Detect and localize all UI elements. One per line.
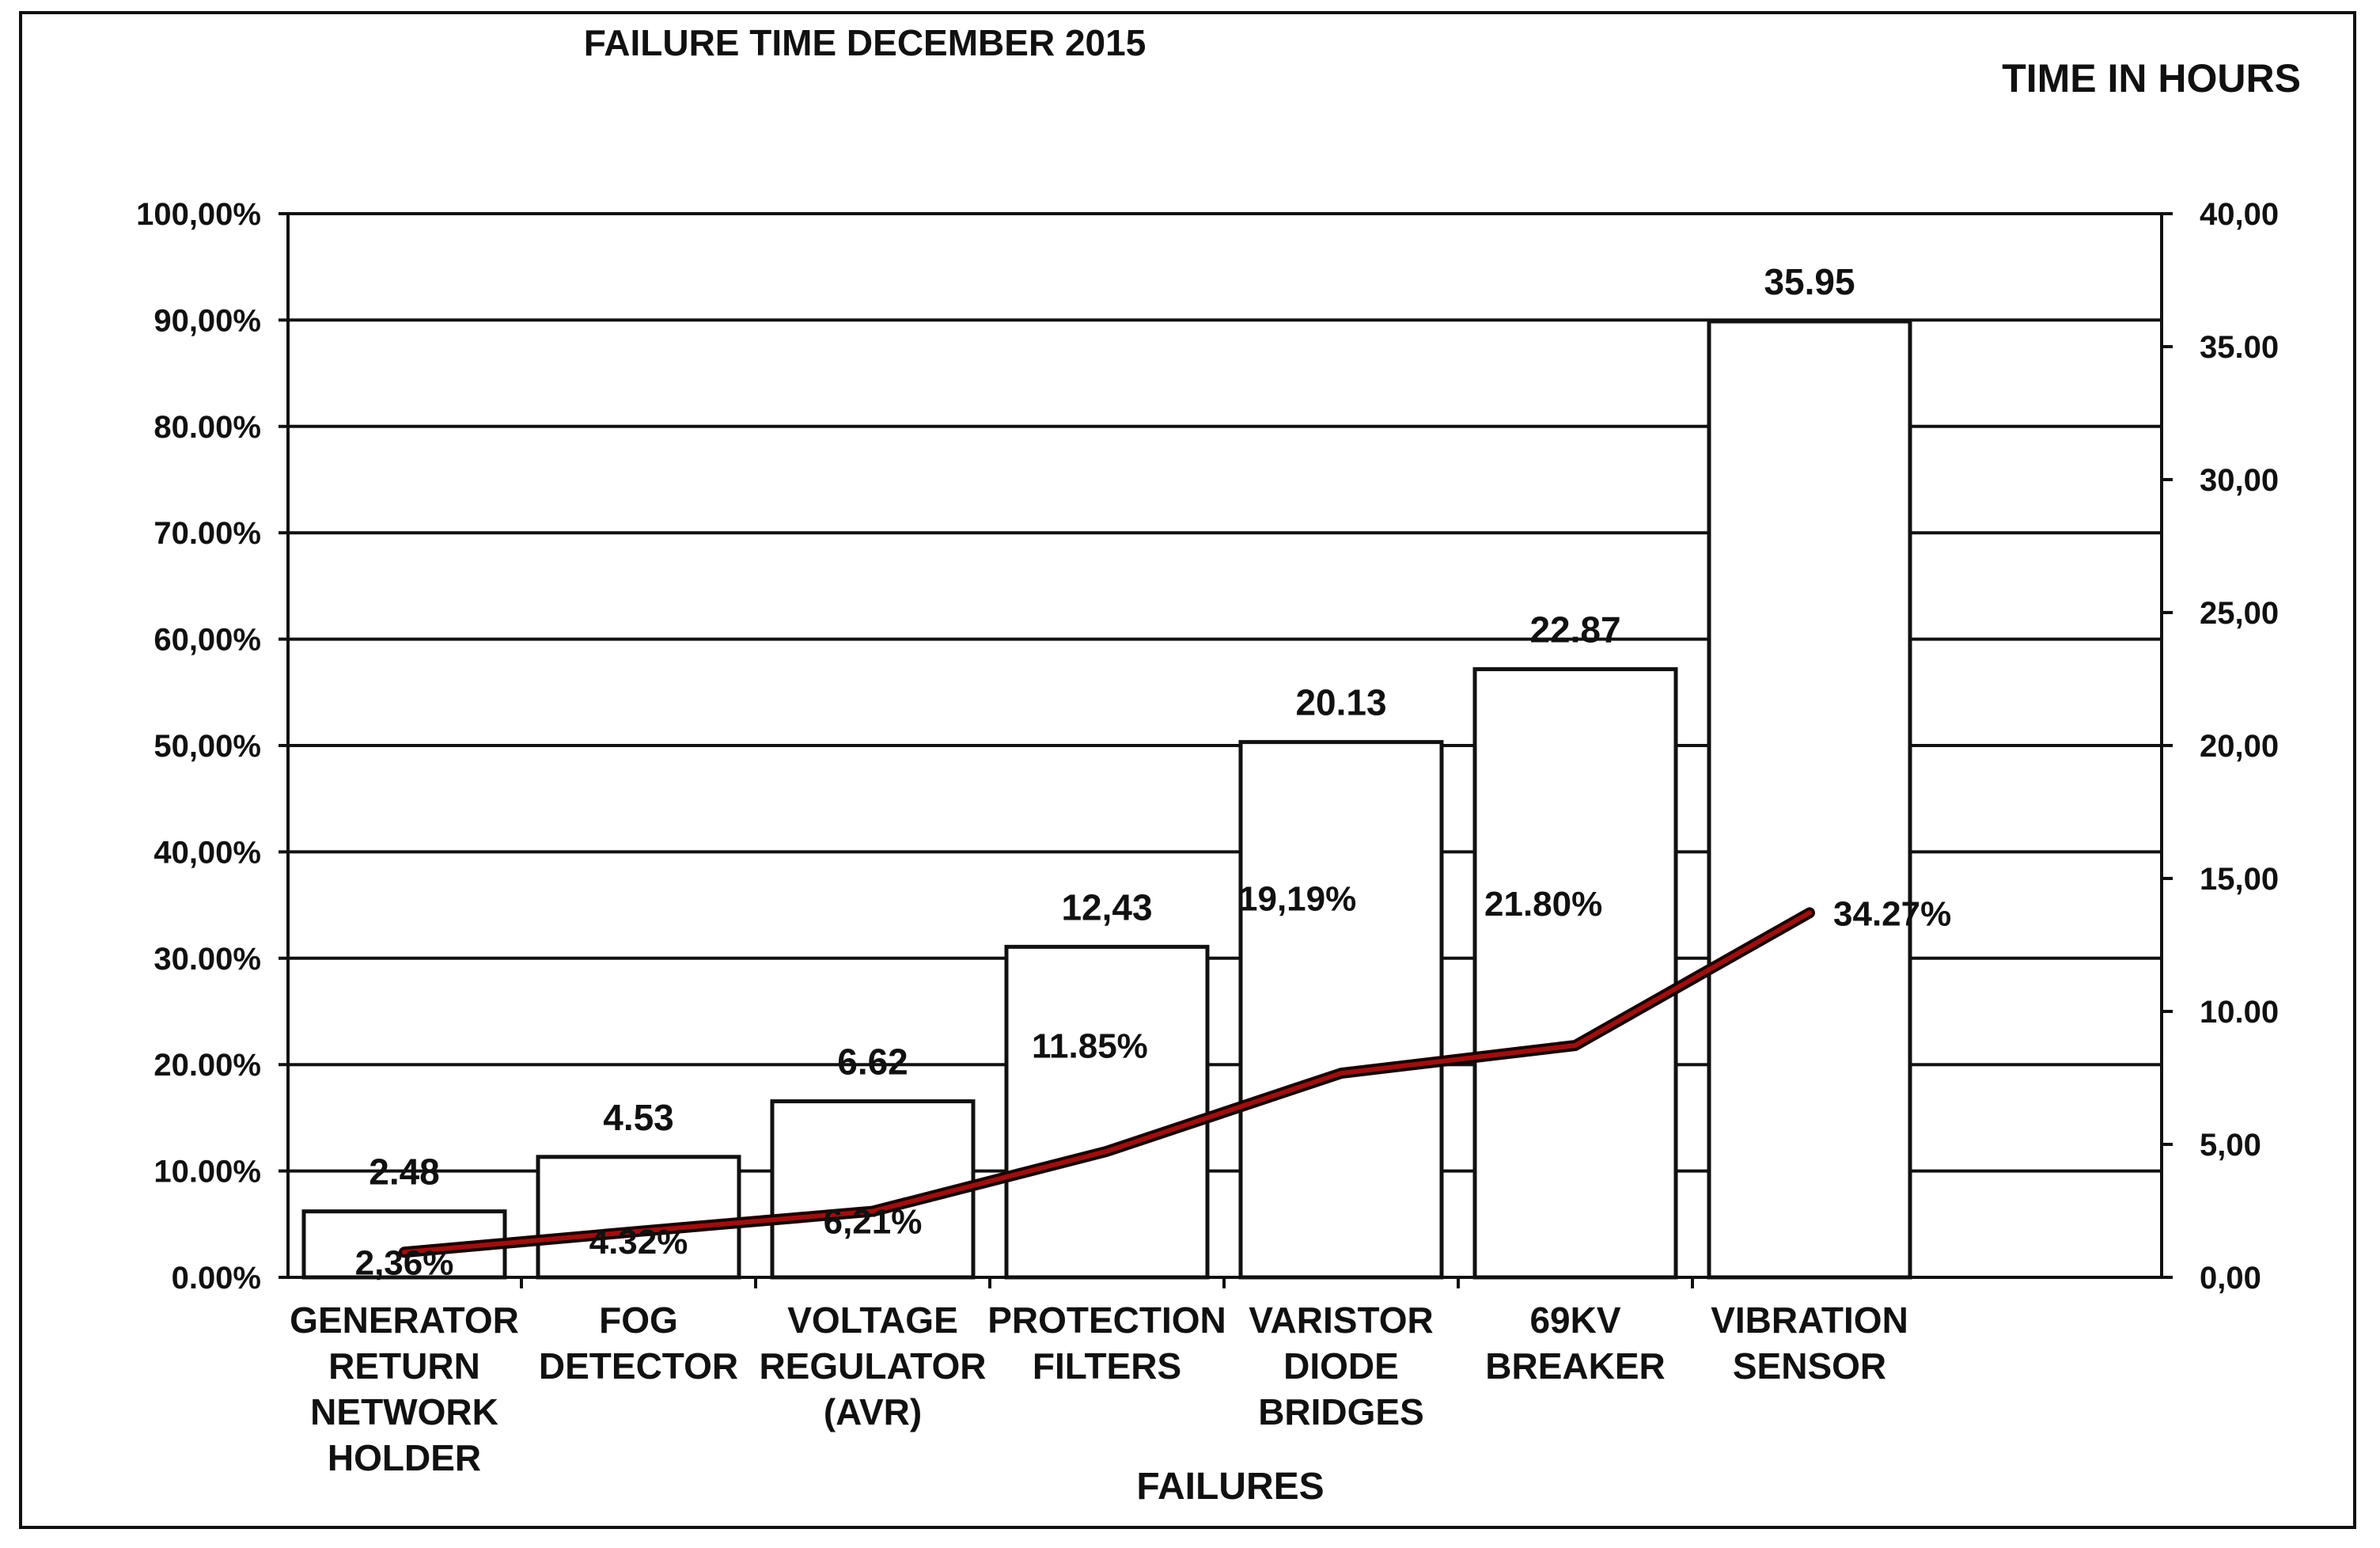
bar-value-label: 22.87	[1529, 609, 1620, 651]
bar-value-label: 35.95	[1764, 261, 1855, 302]
bar	[1004, 944, 1210, 1280]
line-point	[1573, 1043, 1578, 1049]
bar	[1238, 740, 1444, 1280]
right-axis-tick-label: 5,00	[2200, 1128, 2261, 1163]
right-axis-tick-label: 10.00	[2200, 995, 2279, 1030]
right-axis-tick-label: 15,00	[2200, 862, 2279, 897]
right-axis-tick-label: 20,00	[2200, 729, 2279, 764]
line-point	[402, 1250, 407, 1255]
grid-lines	[288, 212, 2162, 1173]
left-axis-tick-label: 20.00%	[153, 1048, 261, 1083]
category-label: VIBRATION SENSOR	[1711, 1299, 1908, 1387]
line-value-label: 2,36%	[355, 1243, 454, 1282]
bar-value-label: 4.53	[603, 1097, 674, 1138]
category-label: 69KV BREAKER	[1485, 1299, 1665, 1387]
line-value-label: 34.27%	[1833, 894, 1951, 933]
right-axis-tick-label: 0,00	[2200, 1261, 2261, 1296]
labels-group: 2.48 GENERATOR RETURN NETWORK HOLDER 4.53 FOG D…	[290, 261, 1951, 1478]
bar	[536, 1155, 741, 1280]
left-axis-tick-label: 100,00%	[136, 197, 261, 232]
line-value-label: 6,21%	[824, 1203, 923, 1242]
line-value-label: 19,19%	[1238, 879, 1356, 918]
line-point	[1807, 910, 1812, 916]
left-axis-tick-label: 30.00%	[153, 942, 261, 977]
line-value-label: 4.32%	[589, 1223, 688, 1262]
left-axis-tick-label: 60,00%	[153, 623, 261, 658]
line-point	[1339, 1071, 1343, 1076]
category-label: VARISTOR DIODE BRIDGES	[1249, 1299, 1433, 1432]
chart-title: FAILURE TIME DECEMBER 2015	[584, 22, 1146, 63]
right-axis-tick-label: 40,00	[2200, 197, 2279, 232]
left-axis-tick-label: 80.00%	[153, 410, 261, 445]
bar-value-label: 20.13	[1295, 682, 1386, 723]
right-axis-tick-label: 25,00	[2200, 596, 2279, 631]
left-axis-tick-label: 0.00%	[172, 1261, 261, 1296]
line-point	[1105, 1148, 1109, 1154]
chart-frame: FAILURE TIME DECEMBER 2015 TIME IN HOURS…	[19, 11, 2356, 1529]
left-axis-tick-label: 70.00%	[153, 516, 261, 551]
right-axis-tick-label: 30,00	[2200, 463, 2279, 498]
left-axis-tick-label: 10.00%	[153, 1155, 261, 1189]
bars-group	[301, 319, 1912, 1280]
line-point	[636, 1228, 641, 1234]
category-label: FOG DETECTOR	[539, 1299, 738, 1387]
category-label: GENERATOR RETURN NETWORK HOLDER	[290, 1299, 519, 1478]
left-axis-tick-label: 90,00%	[153, 303, 261, 338]
bar-value-label: 12,43	[1061, 886, 1152, 928]
x-axis-title: FAILURES	[1136, 1466, 1324, 1508]
category-label: PROTECTION FILTERS	[987, 1299, 1226, 1387]
line-point	[870, 1208, 875, 1214]
category-label: VOLTAGE REGULATOR (AVR)	[759, 1299, 986, 1432]
line-value-label: 21.80%	[1484, 885, 1602, 924]
bar-value-label: 2.48	[369, 1152, 440, 1193]
bar	[1707, 319, 1912, 1280]
right-axis-tick-label: 35.00	[2200, 330, 2279, 365]
axes-group: 0.00% 10.00% 20.00% 30.00% 40,00% 50,00% 60,00…	[136, 197, 2279, 1296]
bar	[1472, 667, 1678, 1280]
bar-value-label: 6.62	[837, 1041, 908, 1083]
right-axis-title: TIME IN HOURS	[2002, 56, 2301, 101]
left-axis-tick-label: 40,00%	[153, 835, 261, 870]
cumulative-line-group	[399, 907, 1815, 1258]
line-value-label: 11.85%	[1032, 1026, 1148, 1065]
failure-time-chart: FAILURE TIME DECEMBER 2015 TIME IN HOURS…	[136, 22, 2301, 1508]
left-axis-tick-label: 50,00%	[153, 729, 261, 764]
